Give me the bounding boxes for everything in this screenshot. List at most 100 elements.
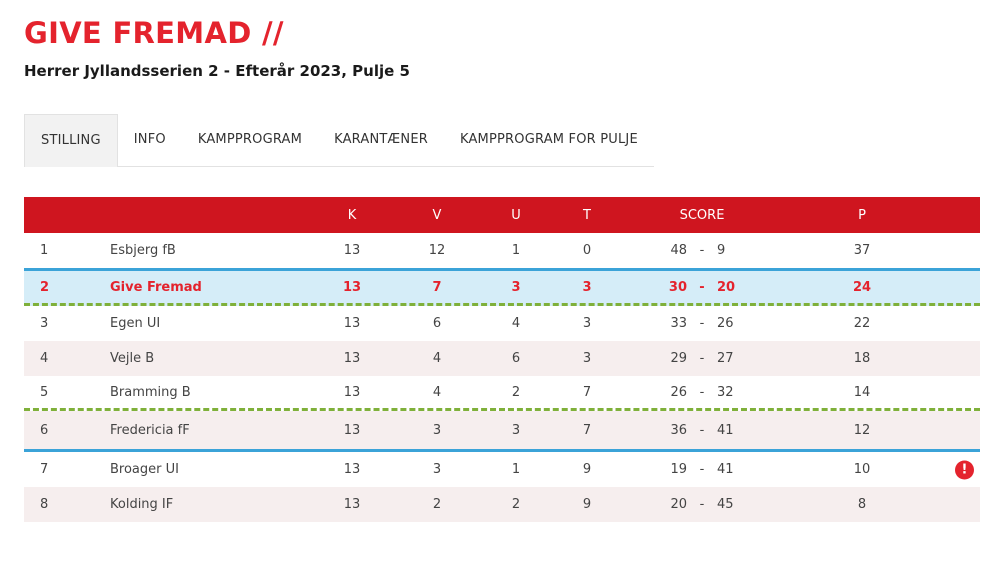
draws: 1 (511, 462, 521, 477)
draws: 4 (511, 316, 521, 331)
team-name[interactable]: Fredericia fF (110, 422, 190, 438)
score: 36 - 41 (624, 423, 780, 438)
points: 18 (853, 351, 871, 366)
tab-karantaener[interactable]: KARANTÆNER (334, 132, 428, 147)
matches: 13 (343, 384, 361, 400)
points: 24 (852, 279, 872, 295)
team-name[interactable]: Kolding IF (110, 497, 174, 512)
score: 20 - 45 (624, 497, 780, 512)
tab-kampprogram-for-pulje[interactable]: KAMPPROGRAM FOR PULJE (459, 132, 638, 147)
table-row[interactable]: 4 Vejle B 13 4 6 3 29 - 27 18 (24, 341, 980, 376)
score: 48 - 9 (624, 243, 780, 258)
goals-for: 19 (670, 462, 687, 477)
score: 33 - 26 (624, 316, 780, 331)
losses: 9 (582, 462, 592, 477)
position: 2 (40, 279, 50, 295)
team-name[interactable]: Esbjerg fB (110, 243, 176, 258)
score-separator: - (699, 279, 705, 295)
team-name[interactable]: Egen UI (110, 316, 161, 331)
position: 6 (40, 422, 49, 438)
tab-info[interactable]: INFO (133, 132, 166, 147)
goals-against: 9 (717, 243, 726, 258)
standings-table: K V U T SCORE P 1 Esbjerg fB 13 12 1 0 4… (24, 197, 980, 522)
score: 29 - 27 (624, 351, 780, 366)
table-row[interactable]: 3 Egen UI 13 6 4 3 33 - 26 22 (24, 306, 980, 341)
wins: 3 (432, 462, 442, 477)
goals-for: 33 (670, 316, 687, 331)
team-name[interactable]: Give Fremad (110, 279, 202, 295)
score: 19 - 41 (624, 462, 780, 477)
position: 5 (40, 384, 49, 400)
goals-against: 20 (717, 279, 736, 295)
losses: 9 (582, 497, 592, 512)
points: 37 (853, 243, 871, 258)
goals-against: 32 (717, 384, 734, 400)
position: 1 (40, 243, 49, 258)
matches: 13 (343, 243, 361, 258)
losses: 3 (582, 316, 592, 331)
matches: 13 (343, 462, 361, 477)
draws: 2 (511, 384, 521, 400)
wins: 3 (432, 422, 442, 438)
goals-against: 26 (717, 316, 734, 331)
goals-for: 29 (670, 351, 687, 366)
table-row[interactable]: 5 Bramming B 13 4 2 7 26 - 32 14 (24, 376, 980, 411)
page-title: GIVE FREMAD // (24, 16, 284, 50)
score: 30 - 20 (624, 280, 780, 295)
header-u: U (511, 207, 521, 223)
matches: 13 (343, 351, 361, 366)
losses: 0 (582, 243, 592, 258)
score-separator: - (699, 351, 705, 366)
losses: 7 (582, 422, 592, 438)
header-v: V (432, 207, 442, 223)
wins: 4 (432, 351, 442, 366)
tab-stilling[interactable]: STILLING (24, 114, 118, 167)
score-separator: - (699, 384, 705, 400)
wins: 4 (432, 384, 442, 400)
matches: 13 (342, 279, 362, 295)
goals-against: 45 (717, 497, 734, 512)
wins: 7 (432, 279, 442, 295)
goals-against: 27 (717, 351, 734, 366)
losses: 7 (582, 384, 592, 400)
position: 8 (40, 497, 49, 512)
draws: 1 (511, 243, 521, 258)
alert-icon-wrapper[interactable]: ! (955, 460, 974, 479)
score-separator: - (699, 243, 705, 258)
team-name[interactable]: Vejle B (110, 351, 155, 366)
league-subtitle: Herrer Jyllandsserien 2 - Efterår 2023, … (24, 62, 410, 80)
matches: 13 (343, 497, 361, 512)
table-row[interactable]: 6 Fredericia fF 13 3 3 7 36 - 41 12 (24, 411, 980, 449)
points: 8 (857, 497, 867, 512)
points: 10 (853, 462, 871, 477)
table-row[interactable]: 7 Broager UI 13 3 1 9 19 - 41 10 ! (24, 449, 980, 487)
points: 14 (853, 384, 871, 400)
goals-for: 26 (670, 384, 687, 400)
matches: 13 (343, 316, 361, 331)
goals-for: 20 (670, 497, 687, 512)
team-name[interactable]: Bramming B (110, 384, 191, 400)
draws: 3 (511, 279, 521, 295)
table-header: K V U T SCORE P (24, 197, 980, 233)
score: 26 - 32 (624, 385, 780, 400)
alert-icon[interactable]: ! (955, 460, 974, 479)
header-t: T (583, 207, 591, 223)
table-row[interactable]: 1 Esbjerg fB 13 12 1 0 48 - 9 37 (24, 233, 980, 268)
table-row[interactable]: 8 Kolding IF 13 2 2 9 20 - 45 8 (24, 487, 980, 522)
score-separator: - (699, 422, 705, 438)
header-score: SCORE (679, 207, 725, 223)
matches: 13 (343, 422, 361, 438)
score-separator: - (699, 316, 705, 331)
team-name[interactable]: Broager UI (110, 462, 179, 477)
tab-kampprogram[interactable]: KAMPPROGRAM (197, 132, 303, 147)
table-row-own-team[interactable]: 2 Give Fremad 13 7 3 3 30 - 20 24 (24, 268, 980, 306)
points: 22 (853, 316, 871, 331)
losses: 3 (582, 279, 592, 295)
losses: 3 (582, 351, 592, 366)
draws: 2 (511, 497, 521, 512)
position: 7 (40, 462, 49, 477)
position: 3 (40, 316, 49, 331)
wins: 2 (432, 497, 442, 512)
score-separator: - (699, 497, 705, 512)
score-separator: - (699, 462, 705, 477)
